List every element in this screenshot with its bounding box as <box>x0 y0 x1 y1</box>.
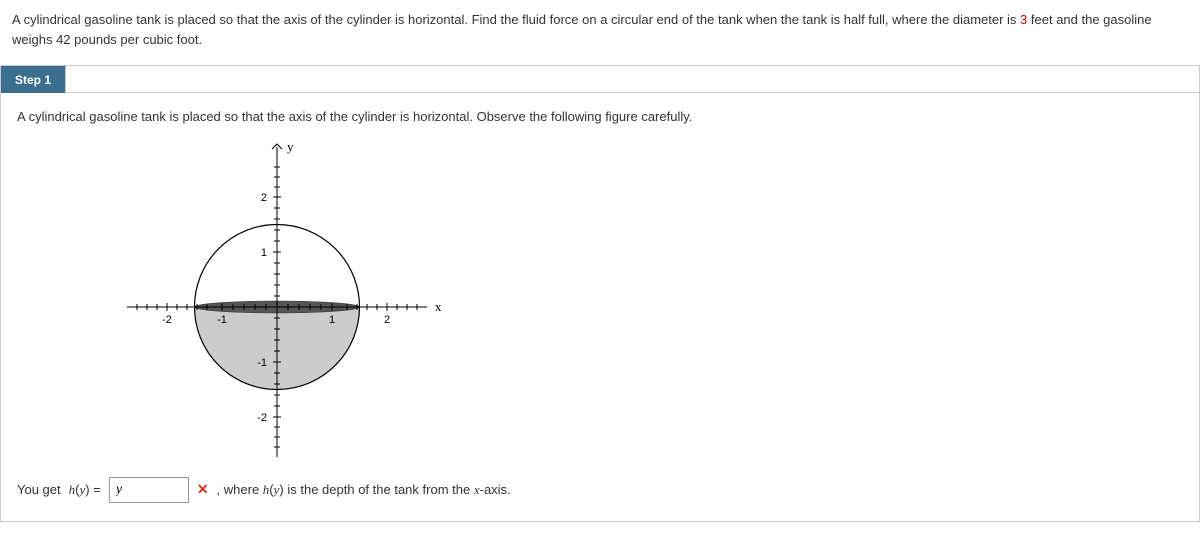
step-1-intro: A cylindrical gasoline tank is placed so… <box>17 107 1183 127</box>
step-header-row: Step 1 <box>1 66 1199 93</box>
y-tick-2: 2 <box>261 192 267 204</box>
step-1-container: Step 1 A cylindrical gasoline tank is pl… <box>0 66 1200 522</box>
answer-tail: , where h(y) is the depth of the tank fr… <box>217 480 511 500</box>
y-tick-1: 1 <box>261 247 267 259</box>
x-axis-label: x <box>435 299 442 314</box>
step-1-body: A cylindrical gasoline tank is placed so… <box>1 93 1199 521</box>
x-tick-neg2: -2 <box>162 314 172 326</box>
step-header-spacer <box>66 66 1199 93</box>
answer-row: You get h(y) = ✕ , where h(y) is the dep… <box>17 477 1183 503</box>
problem-statement: A cylindrical gasoline tank is placed so… <box>0 0 1200 66</box>
circle-figure-svg: -2 -1 1 2 2 1 -1 -2 x y <box>107 137 467 467</box>
x-tick-2: 2 <box>384 314 390 326</box>
y-axis-label: y <box>287 139 294 154</box>
figure-area: -2 -1 1 2 2 1 -1 -2 x y <box>107 137 467 467</box>
answer-prefix: You get <box>17 480 61 500</box>
x-tick-1: 1 <box>329 314 335 326</box>
answer-input[interactable] <box>109 477 189 503</box>
y-tick-neg1: -1 <box>257 357 267 369</box>
problem-text-before: A cylindrical gasoline tank is placed so… <box>12 12 1020 27</box>
answer-func: h(y) = <box>69 480 101 500</box>
step-1-label: Step 1 <box>1 66 66 93</box>
y-tick-neg2: -2 <box>257 412 267 424</box>
wrong-mark-icon: ✕ <box>197 479 209 500</box>
x-tick-neg1: -1 <box>217 314 227 326</box>
